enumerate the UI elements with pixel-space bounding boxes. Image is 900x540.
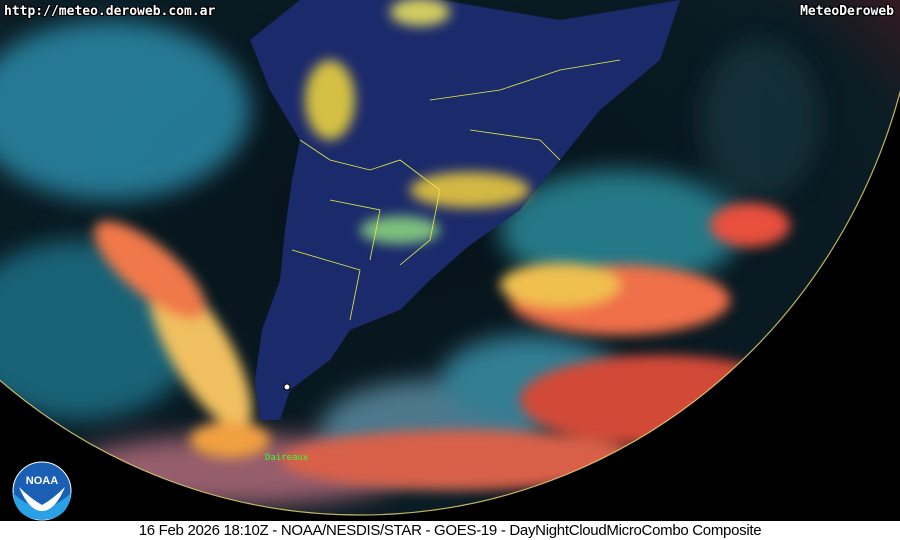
image-caption: 16 Feb 2026 18:10Z - NOAA/NESDIS/STAR - … xyxy=(0,521,900,540)
svg-text:NOAA: NOAA xyxy=(26,475,58,487)
location-marker-icon xyxy=(283,383,291,391)
noaa-logo: NOAA xyxy=(12,461,72,521)
place-label: Daireaux xyxy=(265,453,309,463)
source-url-text: http://meteo.deroweb.com.ar xyxy=(4,4,216,19)
country-borders xyxy=(291,59,621,321)
south-america-landmass xyxy=(250,0,680,420)
brand-watermark: MeteoDeroweb xyxy=(800,4,894,19)
